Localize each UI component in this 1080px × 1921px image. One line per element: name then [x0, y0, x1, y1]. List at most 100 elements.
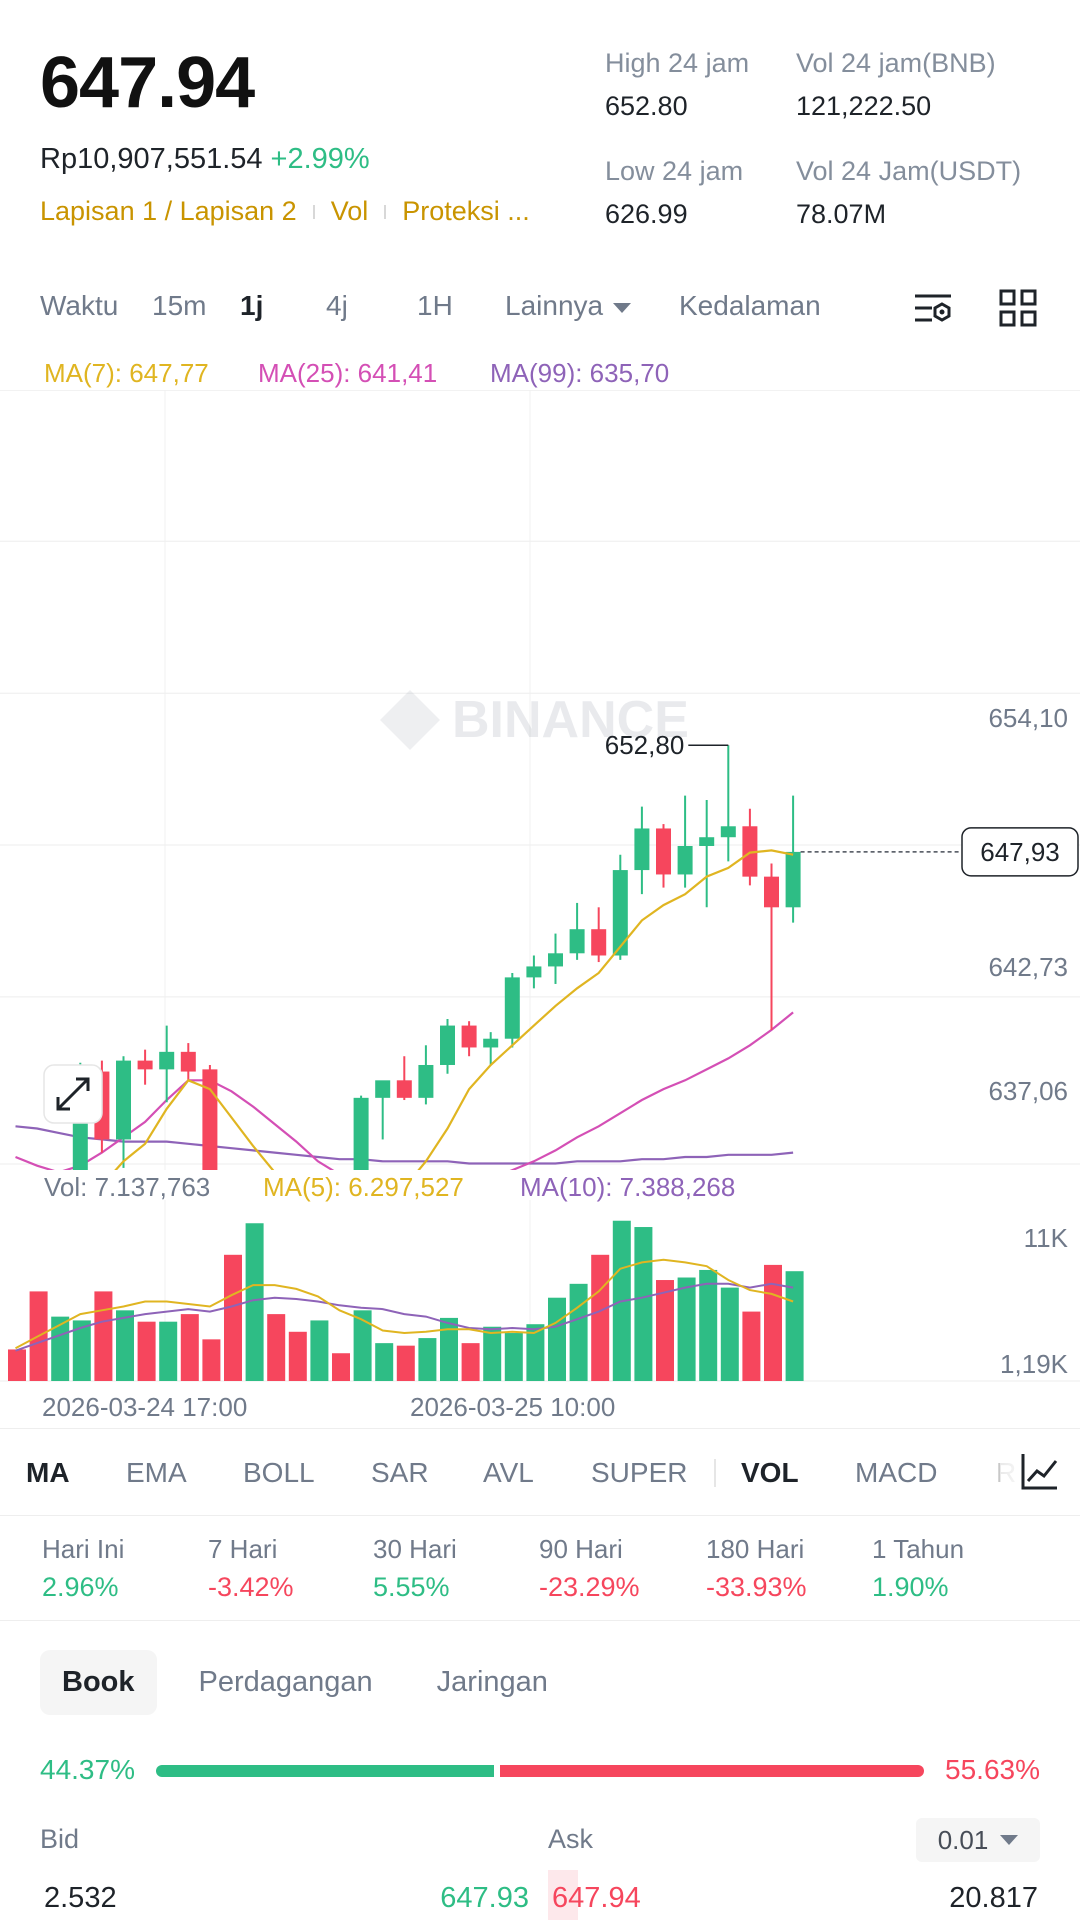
volume-bar-down: [267, 1314, 286, 1381]
volume-axis-label: 1,19K: [1000, 1349, 1069, 1379]
volume-bar-down: [137, 1321, 156, 1381]
ask-quantity[interactable]: 20.817: [949, 1882, 1038, 1914]
candle-body: [396, 1080, 412, 1098]
tag-vol[interactable]: Vol: [330, 196, 369, 226]
candle-body: [375, 1080, 391, 1098]
volume-bar-down: [656, 1280, 674, 1381]
bid-quantity[interactable]: 2.532: [44, 1882, 117, 1914]
volume-bar-up: [569, 1283, 588, 1381]
performance-label: 180 Hari: [706, 1534, 805, 1564]
last-price: 647.94: [40, 43, 255, 123]
vol-legend: Vol: 7.137,763: [44, 1172, 211, 1202]
volume-bar-up: [634, 1227, 653, 1381]
ind-ma[interactable]: MA: [26, 1457, 70, 1488]
chart-settings-icon[interactable]: [912, 288, 954, 337]
expand-arrow-head: [56, 1097, 70, 1111]
bid-ratio-fill: [156, 1765, 494, 1777]
tab-network[interactable]: Jaringan: [436, 1666, 548, 1698]
ind-sar[interactable]: SAR: [371, 1457, 429, 1488]
performance-value: -33.93%: [706, 1572, 807, 1602]
candle-up: [159, 1025, 175, 1103]
tf-more-label: Lainnya: [505, 290, 604, 321]
ind-ema[interactable]: EMA: [126, 1457, 187, 1488]
volume-bar-down: [591, 1254, 610, 1381]
ind-macd[interactable]: MACD: [855, 1457, 938, 1488]
candle-up: [504, 973, 520, 1048]
tab-book[interactable]: Book: [40, 1650, 157, 1715]
section-divider: [0, 1620, 1080, 1621]
watermark-diamond: [380, 690, 440, 750]
candle-body: [656, 828, 671, 875]
tf-time-label[interactable]: Waktu: [40, 290, 119, 321]
tf-4h[interactable]: 4j: [326, 290, 348, 321]
candlestick-chart[interactable]: BINANCE654,10648,41642,73637,06631,38625…: [0, 390, 1080, 1170]
candle-down: [180, 1043, 196, 1081]
performance-label: 30 Hari: [373, 1534, 457, 1564]
ind-boll[interactable]: BOLL: [243, 1457, 315, 1488]
ask-depth-bar: [548, 1870, 578, 1920]
low-24h-label: Low 24 jam: [605, 156, 744, 186]
candle-up: [785, 795, 801, 923]
candle-up: [353, 1095, 369, 1170]
candle-up: [677, 795, 693, 888]
candle-down: [591, 907, 607, 963]
volume-bar-up: [785, 1271, 804, 1381]
volume-bar-down: [764, 1264, 782, 1381]
ind-vol[interactable]: VOL: [741, 1457, 799, 1488]
ma99-line: [15, 1125, 794, 1165]
ind-avl[interactable]: AVL: [483, 1457, 534, 1488]
ask-price[interactable]: 647.94: [552, 1882, 641, 1914]
ask-column-label: Ask: [548, 1824, 594, 1854]
volume-bar-up: [548, 1297, 566, 1381]
tf-15m[interactable]: 15m: [152, 290, 207, 321]
expand-icon[interactable]: [43, 1064, 103, 1124]
bid-price[interactable]: 647.93: [440, 1882, 529, 1914]
fiat-price-line: Rp10,907,551.54 +2.99%: [40, 143, 370, 176]
volume-chart[interactable]: 11K 1,19K 2026-03-24 17:00 2026-03-25 10:00: [0, 1200, 1080, 1426]
volume-bar-up: [677, 1277, 696, 1381]
volume-bar-up: [72, 1320, 91, 1381]
vol-usdt-label: Vol 24 Jam(USDT): [796, 156, 1022, 186]
tf-depth[interactable]: Kedalaman: [679, 290, 821, 321]
volume-bar-down: [8, 1349, 26, 1381]
ind-super[interactable]: SUPER: [591, 1457, 688, 1488]
tag-layer[interactable]: Lapisan 1 / Lapisan 2: [40, 196, 297, 226]
precision-select[interactable]: 0.01: [916, 1818, 1040, 1862]
performance-label: 1 Tahun: [872, 1534, 965, 1564]
volume-bar-down: [224, 1254, 242, 1381]
high-24h-value: 652.80: [605, 91, 688, 121]
grid-layout-icon[interactable]: [998, 288, 1038, 335]
vol-bnb-label: Vol 24 jam(BNB): [796, 48, 996, 78]
indicator-bar: MA EMA BOLL SAR AVL SUPER VOL MACD R: [0, 1428, 1080, 1516]
ask-ratio-fill: [500, 1765, 924, 1777]
candle-up: [569, 902, 585, 960]
volume-bar-up: [116, 1310, 134, 1381]
candle-body: [764, 876, 779, 908]
candle-up: [548, 933, 563, 984]
volume-bar-up: [375, 1343, 394, 1381]
candle-body: [569, 929, 585, 954]
candle-body: [720, 826, 736, 838]
tag-protection[interactable]: Proteksi ...: [402, 196, 530, 226]
volume-bar-up: [418, 1338, 437, 1381]
candle-up: [612, 854, 628, 960]
candle-body: [548, 953, 563, 967]
performance-value: 1.90%: [872, 1572, 949, 1602]
volume-bar-up: [440, 1317, 458, 1381]
caret-down-icon: [1000, 1835, 1019, 1845]
tf-more[interactable]: Lainnya: [505, 290, 632, 322]
fiat-price: Rp10,907,551.54: [40, 143, 263, 175]
volume-bar-down: [742, 1311, 761, 1381]
candle-down: [396, 1056, 412, 1101]
tab-trades[interactable]: Perdagangan: [198, 1666, 373, 1698]
tf-1h[interactable]: 1j: [240, 290, 264, 321]
volume-bar-up: [245, 1223, 264, 1381]
price-axis-label: 637,06: [988, 1076, 1068, 1106]
indicator-chart-icon[interactable]: [1020, 1451, 1060, 1498]
price-axis-label: 654,10: [988, 703, 1068, 733]
volume-axis-label: 11K: [1024, 1223, 1069, 1253]
performance-value: 2.96%: [42, 1572, 119, 1602]
volume-bar-up: [720, 1287, 739, 1381]
tf-1d[interactable]: 1H: [417, 290, 453, 321]
expand-arrow: [56, 1077, 90, 1111]
